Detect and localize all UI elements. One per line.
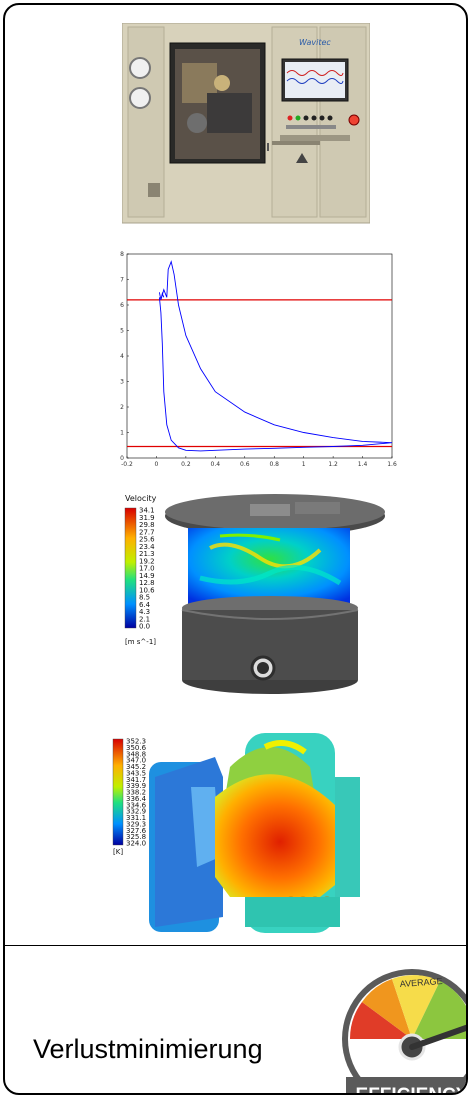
- y-tick-label: 0: [120, 455, 124, 462]
- velocity-legend-title: Velocity: [125, 494, 157, 503]
- line-chart: -0.2 0 0.2 0.4 0.6 0.8 1 1.2 1.4 1.6 0 1 2 3 4 5 6 7 8: [115, 248, 398, 470]
- y-tick-label: 7: [120, 277, 124, 284]
- velocity-colorbar: [125, 508, 136, 628]
- x-tick-label: 1.2: [328, 461, 338, 468]
- x-tick-label: 0.2: [181, 461, 191, 468]
- velocity-legend-unit: [m s^-1]: [125, 638, 156, 646]
- velocity-simulation: Velocity 34.1 31.9 29.8 27.7 25.6 23.4 21.3 19.…: [120, 488, 390, 720]
- x-tick-label: 1: [302, 461, 306, 468]
- plot-frame: [127, 254, 392, 458]
- x-tick-label: 0.8: [269, 461, 279, 468]
- y-tick-label: 6: [120, 302, 124, 309]
- x-tick-label: 0: [155, 461, 159, 468]
- y-tick-label: 2: [120, 404, 124, 411]
- efficiency-gauge: AVERAGE EFFICIENCY: [340, 967, 468, 1095]
- content-card: Wavitec -0.2 0 0.2 0.4 0.6 0.8 1 1.2 1.4 1.6 0 1 2 3 4…: [3, 3, 468, 1095]
- thermal-simulation: 352.3 350.6 348.8 347.0 345.2 343.5 341.7 339.9…: [105, 727, 380, 947]
- machine-brand: Wavitec: [299, 38, 331, 47]
- x-tick-label: 0.6: [240, 461, 250, 468]
- y-tick-label: 3: [120, 379, 124, 386]
- caption-text: Verlustminimierung: [33, 1034, 263, 1065]
- test-bench-photo: Wavitec: [122, 23, 370, 233]
- temperature-legend-unit: [K]: [113, 848, 123, 856]
- x-tick-label: 1.4: [358, 461, 368, 468]
- velocity-legend-value: 0.0: [139, 623, 150, 631]
- y-tick-label: 5: [120, 328, 124, 335]
- y-tick-label: 8: [120, 251, 124, 258]
- section-divider: [5, 945, 466, 946]
- y-tick-label: 1: [120, 430, 124, 437]
- temperature-legend-value: 324.0: [126, 840, 146, 848]
- gauge-efficiency-word: EFFICIENCY: [356, 1085, 468, 1095]
- temperature-colorbar: [113, 739, 123, 845]
- x-tick-label: -0.2: [121, 461, 133, 468]
- x-tick-label: 0.4: [211, 461, 221, 468]
- pressure-gauge-icon: [130, 88, 150, 108]
- y-tick-label: 4: [120, 353, 124, 360]
- pressure-gauge-icon: [130, 58, 150, 78]
- x-tick-label: 1.6: [387, 461, 397, 468]
